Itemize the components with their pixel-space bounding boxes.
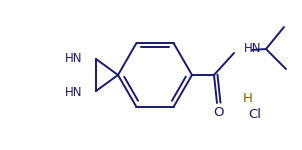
Text: HN: HN [65,51,82,64]
Text: H: H [243,92,253,105]
Text: HN: HN [244,42,262,54]
Text: HN: HN [65,85,82,99]
Text: Cl: Cl [249,108,262,120]
Text: O: O [213,106,223,120]
